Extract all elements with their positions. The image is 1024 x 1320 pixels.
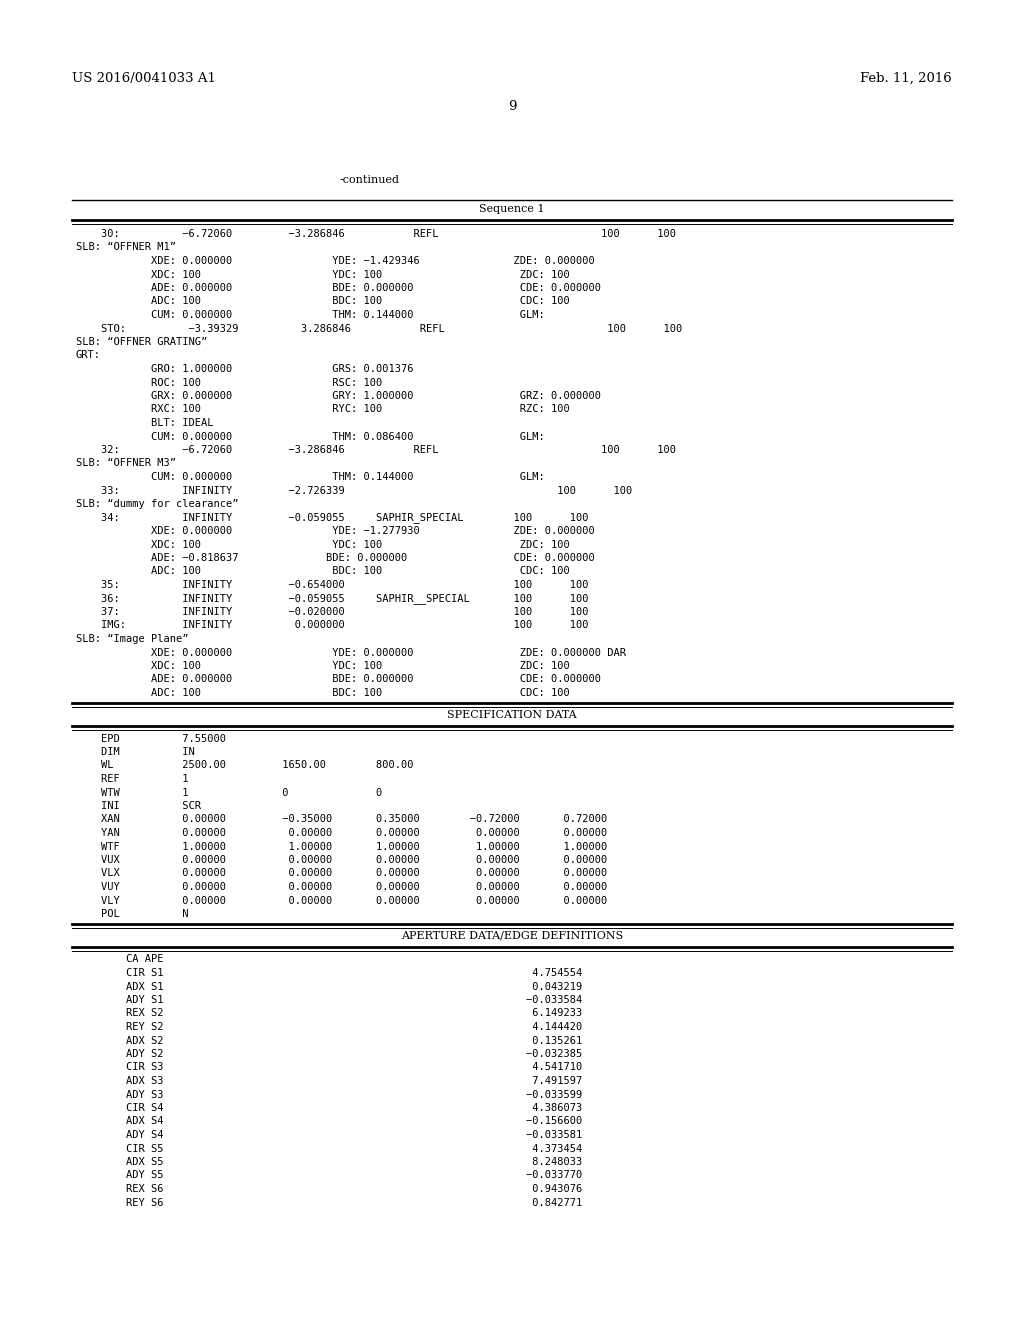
Text: 9: 9 — [508, 100, 516, 114]
Text: VUY          0.00000          0.00000       0.00000         0.00000       0.0000: VUY 0.00000 0.00000 0.00000 0.00000 0.00… — [76, 882, 607, 892]
Text: ADC: 100                     BDC: 100                      CDC: 100: ADC: 100 BDC: 100 CDC: 100 — [76, 566, 569, 577]
Text: 30:          −6.72060         −3.286846           REFL                          : 30: −6.72060 −3.286846 REFL — [76, 228, 676, 239]
Text: IMG:         INFINITY          0.000000                           100      100: IMG: INFINITY 0.000000 100 100 — [76, 620, 589, 631]
Text: SLB: “OFFNER M3”: SLB: “OFFNER M3” — [76, 458, 176, 469]
Text: GRT:: GRT: — [76, 351, 101, 360]
Text: YAN          0.00000          0.00000       0.00000         0.00000       0.0000: YAN 0.00000 0.00000 0.00000 0.00000 0.00… — [76, 828, 607, 838]
Text: SPECIFICATION DATA: SPECIFICATION DATA — [447, 710, 577, 719]
Text: SLB: “OFFNER GRATING”: SLB: “OFFNER GRATING” — [76, 337, 207, 347]
Text: XDE: 0.000000                YDE: −1.429346               ZDE: 0.000000: XDE: 0.000000 YDE: −1.429346 ZDE: 0.0000… — [76, 256, 595, 267]
Text: SLB: “OFFNER M1”: SLB: “OFFNER M1” — [76, 243, 176, 252]
Text: ADX S1                                                           0.043219: ADX S1 0.043219 — [76, 982, 583, 991]
Text: ADE: 0.000000                BDE: 0.000000                 CDE: 0.000000: ADE: 0.000000 BDE: 0.000000 CDE: 0.00000… — [76, 675, 601, 685]
Text: CUM: 0.000000                THM: 0.086400                 GLM:: CUM: 0.000000 THM: 0.086400 GLM: — [76, 432, 545, 441]
Text: DIM          IN: DIM IN — [76, 747, 195, 756]
Text: US 2016/0041033 A1: US 2016/0041033 A1 — [72, 73, 216, 84]
Text: 32:          −6.72060         −3.286846           REFL                          : 32: −6.72060 −3.286846 REFL — [76, 445, 676, 455]
Text: BLT: IDEAL: BLT: IDEAL — [76, 418, 213, 428]
Text: REX S6                                                           0.943076: REX S6 0.943076 — [76, 1184, 583, 1195]
Text: VLY          0.00000          0.00000       0.00000         0.00000       0.0000: VLY 0.00000 0.00000 0.00000 0.00000 0.00… — [76, 895, 607, 906]
Text: ADX S5                                                           8.248033: ADX S5 8.248033 — [76, 1158, 583, 1167]
Text: CIR S5                                                           4.373454: CIR S5 4.373454 — [76, 1143, 583, 1154]
Text: RXC: 100                     RYC: 100                      RZC: 100: RXC: 100 RYC: 100 RZC: 100 — [76, 404, 569, 414]
Text: CIR S1                                                           4.754554: CIR S1 4.754554 — [76, 968, 583, 978]
Text: INI          SCR: INI SCR — [76, 801, 201, 810]
Text: XDC: 100                     YDC: 100                      ZDC: 100: XDC: 100 YDC: 100 ZDC: 100 — [76, 540, 569, 549]
Text: ADY S3                                                          −0.033599: ADY S3 −0.033599 — [76, 1089, 583, 1100]
Text: ADE: 0.000000                BDE: 0.000000                 CDE: 0.000000: ADE: 0.000000 BDE: 0.000000 CDE: 0.00000… — [76, 282, 601, 293]
Text: 36:          INFINITY         −0.059055     SAPHIR__SPECIAL       100      100: 36: INFINITY −0.059055 SAPHIR__SPECIAL 1… — [76, 594, 589, 605]
Text: WTW          1               0              0: WTW 1 0 0 — [76, 788, 382, 797]
Text: ADX S4                                                          −0.156600: ADX S4 −0.156600 — [76, 1117, 583, 1126]
Text: ADC: 100                     BDC: 100                      CDC: 100: ADC: 100 BDC: 100 CDC: 100 — [76, 297, 569, 306]
Text: Sequence 1: Sequence 1 — [479, 205, 545, 214]
Text: REY S2                                                           4.144420: REY S2 4.144420 — [76, 1022, 583, 1032]
Text: XDE: 0.000000                YDE: 0.000000                 ZDE: 0.000000 DAR: XDE: 0.000000 YDE: 0.000000 ZDE: 0.00000… — [76, 648, 626, 657]
Text: REF          1: REF 1 — [76, 774, 188, 784]
Text: ADY S2                                                          −0.032385: ADY S2 −0.032385 — [76, 1049, 583, 1059]
Text: EPD          7.55000: EPD 7.55000 — [76, 734, 226, 743]
Text: REX S2                                                           6.149233: REX S2 6.149233 — [76, 1008, 583, 1019]
Text: ADX S2                                                           0.135261: ADX S2 0.135261 — [76, 1035, 583, 1045]
Text: STO:          −3.39329          3.286846           REFL                         : STO: −3.39329 3.286846 REFL — [76, 323, 682, 334]
Text: CIR S4                                                           4.386073: CIR S4 4.386073 — [76, 1104, 583, 1113]
Text: ADC: 100                     BDC: 100                      CDC: 100: ADC: 100 BDC: 100 CDC: 100 — [76, 688, 569, 698]
Text: SLB: “Image Plane”: SLB: “Image Plane” — [76, 634, 188, 644]
Text: -continued: -continued — [340, 176, 400, 185]
Text: XDC: 100                     YDC: 100                      ZDC: 100: XDC: 100 YDC: 100 ZDC: 100 — [76, 269, 569, 280]
Text: 34:          INFINITY         −0.059055     SAPHIR_SPECIAL        100      100: 34: INFINITY −0.059055 SAPHIR_SPECIAL 10… — [76, 512, 589, 524]
Text: CUM: 0.000000                THM: 0.144000                 GLM:: CUM: 0.000000 THM: 0.144000 GLM: — [76, 310, 545, 319]
Text: Feb. 11, 2016: Feb. 11, 2016 — [860, 73, 952, 84]
Text: CUM: 0.000000                THM: 0.144000                 GLM:: CUM: 0.000000 THM: 0.144000 GLM: — [76, 473, 545, 482]
Text: 35:          INFINITY         −0.654000                           100      100: 35: INFINITY −0.654000 100 100 — [76, 579, 589, 590]
Text: VLX          0.00000          0.00000       0.00000         0.00000       0.0000: VLX 0.00000 0.00000 0.00000 0.00000 0.00… — [76, 869, 607, 879]
Text: WTF          1.00000          1.00000       1.00000         1.00000       1.0000: WTF 1.00000 1.00000 1.00000 1.00000 1.00… — [76, 842, 607, 851]
Text: GRO: 1.000000                GRS: 0.001376: GRO: 1.000000 GRS: 0.001376 — [76, 364, 414, 374]
Text: APERTURE DATA/EDGE DEFINITIONS: APERTURE DATA/EDGE DEFINITIONS — [400, 931, 624, 940]
Text: ADX S3                                                           7.491597: ADX S3 7.491597 — [76, 1076, 583, 1086]
Text: SLB: “dummy for clearance”: SLB: “dummy for clearance” — [76, 499, 239, 510]
Text: ADY S1                                                          −0.033584: ADY S1 −0.033584 — [76, 995, 583, 1005]
Text: ADY S4                                                          −0.033581: ADY S4 −0.033581 — [76, 1130, 583, 1140]
Text: 33:          INFINITY         −2.726339                                  100    : 33: INFINITY −2.726339 100 — [76, 486, 632, 495]
Text: POL          N: POL N — [76, 909, 188, 919]
Text: WL           2500.00         1650.00        800.00: WL 2500.00 1650.00 800.00 — [76, 760, 414, 771]
Text: XDE: 0.000000                YDE: −1.277930               ZDE: 0.000000: XDE: 0.000000 YDE: −1.277930 ZDE: 0.0000… — [76, 525, 595, 536]
Text: CIR S3                                                           4.541710: CIR S3 4.541710 — [76, 1063, 583, 1072]
Text: ADY S5                                                          −0.033770: ADY S5 −0.033770 — [76, 1171, 583, 1180]
Text: ROC: 100                     RSC: 100: ROC: 100 RSC: 100 — [76, 378, 382, 388]
Text: ADE: −0.818637              BDE: 0.000000                 CDE: 0.000000: ADE: −0.818637 BDE: 0.000000 CDE: 0.0000… — [76, 553, 595, 564]
Text: 37:          INFINITY         −0.020000                           100      100: 37: INFINITY −0.020000 100 100 — [76, 607, 589, 616]
Text: CA APE: CA APE — [76, 954, 164, 965]
Text: XAN          0.00000         −0.35000       0.35000        −0.72000       0.7200: XAN 0.00000 −0.35000 0.35000 −0.72000 0.… — [76, 814, 607, 825]
Text: REY S6                                                           0.842771: REY S6 0.842771 — [76, 1197, 583, 1208]
Text: GRX: 0.000000                GRY: 1.000000                 GRZ: 0.000000: GRX: 0.000000 GRY: 1.000000 GRZ: 0.00000… — [76, 391, 601, 401]
Text: XDC: 100                     YDC: 100                      ZDC: 100: XDC: 100 YDC: 100 ZDC: 100 — [76, 661, 569, 671]
Text: VUX          0.00000          0.00000       0.00000         0.00000       0.0000: VUX 0.00000 0.00000 0.00000 0.00000 0.00… — [76, 855, 607, 865]
